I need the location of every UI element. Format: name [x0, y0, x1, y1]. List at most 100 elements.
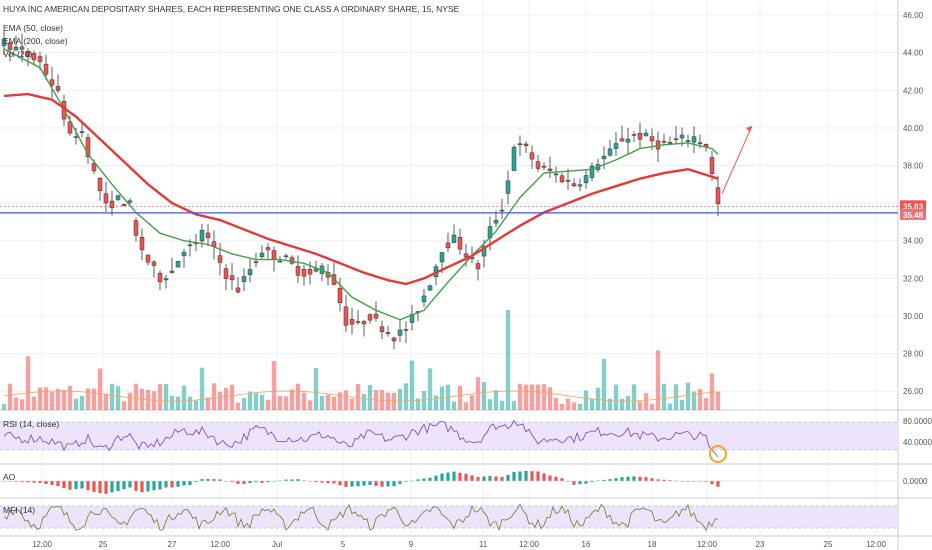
ao-legend[interactable]: AO	[3, 472, 16, 482]
candle-body	[187, 244, 193, 247]
ao-bar	[260, 481, 264, 483]
x-tick-label: Jul	[272, 540, 282, 549]
volume-bar	[541, 384, 547, 410]
candle-body	[259, 252, 265, 258]
candle-body	[403, 329, 409, 331]
mfi-legend[interactable]: MFI (14)	[3, 505, 36, 515]
ao-bar	[164, 481, 168, 488]
ao-bar	[392, 481, 396, 487]
ema200-legend[interactable]: EMA (200, close)	[3, 36, 68, 46]
ao-bar	[26, 481, 30, 483]
candle-body	[25, 51, 31, 57]
volume-legend[interactable]: Vol (20)	[3, 49, 33, 59]
volume-bars	[1, 310, 721, 410]
x-tick-label: 25	[99, 540, 108, 549]
ao-bar	[386, 481, 390, 487]
ao-bar	[692, 481, 696, 482]
volume-bar	[595, 387, 601, 410]
volume-bar	[613, 384, 619, 410]
volume-bar	[577, 403, 583, 410]
volume-bar	[295, 383, 301, 410]
current-price-label: 35.83	[903, 202, 924, 211]
ao-bar	[440, 473, 444, 481]
volume-bar	[517, 383, 523, 410]
mfi-band	[0, 506, 898, 528]
ao-bar	[548, 475, 552, 481]
volume-bar	[13, 397, 19, 410]
candle-body	[667, 142, 673, 144]
volume-bar	[607, 398, 613, 410]
candle-body	[181, 251, 187, 257]
volume-bar	[361, 393, 367, 410]
candle-body	[199, 230, 205, 242]
candle-body	[631, 134, 637, 136]
candle-body	[607, 148, 613, 156]
volume-bar	[457, 385, 463, 410]
candle-body	[19, 46, 25, 50]
volume-bar	[61, 390, 67, 410]
price-candles	[1, 29, 721, 350]
ema50-line	[3, 48, 719, 321]
volume-bar	[67, 386, 73, 410]
volume-bar	[697, 389, 703, 410]
x-tick-label: 12:00	[210, 540, 231, 549]
trend-arrow[interactable]	[721, 125, 753, 194]
rsi-legend[interactable]: RSI (14, close)	[3, 419, 60, 429]
candle-body	[355, 321, 361, 323]
ao-bar	[80, 481, 84, 489]
candle-body	[523, 143, 529, 146]
ao-bar	[608, 479, 612, 481]
candle-body	[601, 156, 607, 160]
candle-body	[559, 175, 565, 183]
ema50-legend[interactable]: EMA (50, close)	[3, 23, 63, 33]
x-tick-label: 12:00	[32, 540, 53, 549]
volume-bar	[619, 398, 625, 410]
rsi-highlight-circle[interactable]	[709, 445, 727, 463]
candle-body	[295, 266, 301, 276]
volume-bar	[589, 398, 595, 410]
ao-bar	[602, 479, 606, 481]
candle-body	[253, 261, 259, 263]
volume-bar	[193, 400, 199, 410]
ao-bar	[296, 479, 300, 481]
ao-bar	[428, 477, 432, 481]
ao-bar	[2, 481, 6, 482]
ao-bar	[314, 481, 318, 483]
ao-bar	[182, 481, 186, 486]
ao-bar	[632, 476, 636, 481]
volume-bar	[493, 390, 499, 410]
candle-body	[265, 247, 271, 251]
support-price-tag	[900, 208, 926, 220]
current-price-tag	[900, 200, 926, 212]
candle-body	[613, 143, 619, 149]
ao-bar	[536, 471, 540, 481]
volume-bar	[325, 394, 331, 410]
moving-averages	[3, 48, 719, 321]
volume-bar	[211, 383, 217, 410]
y-tick-label: 32.00	[903, 274, 924, 283]
ao-bar	[302, 480, 306, 481]
volume-bar	[559, 403, 565, 410]
candle-body	[625, 138, 631, 143]
volume-bar	[181, 385, 187, 410]
x-tick-label: 18	[648, 540, 657, 549]
x-tick-label: 12:00	[519, 540, 540, 549]
ao-bar	[308, 481, 312, 482]
ao-bar	[476, 477, 480, 481]
ao-bar	[494, 476, 498, 481]
ao-bar	[92, 481, 96, 492]
ao-bar	[512, 472, 516, 481]
volume-bar	[709, 373, 715, 410]
volume-bar	[127, 392, 133, 410]
volume-bar	[391, 392, 397, 410]
x-tick-label: 27	[168, 540, 177, 549]
candle-body	[337, 287, 343, 303]
x-tick-label: 9	[409, 540, 414, 549]
candle-body	[223, 268, 229, 279]
candle-body	[79, 131, 85, 134]
volume-bar	[433, 395, 439, 410]
candle-body	[661, 140, 667, 143]
candle-body	[457, 236, 463, 250]
ao-bar	[254, 481, 258, 483]
